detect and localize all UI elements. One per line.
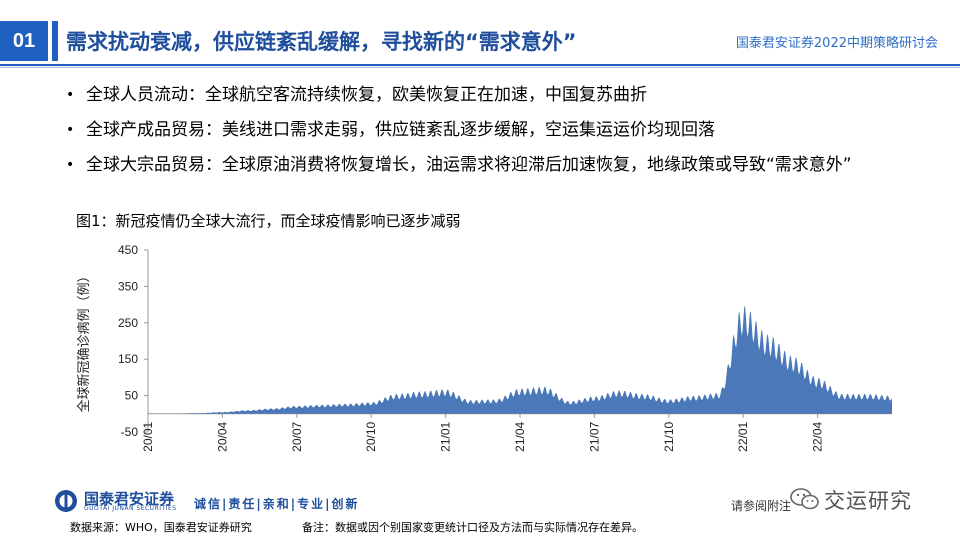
data-point — [842, 393, 843, 394]
x-tick-label: 21/10 — [662, 421, 676, 451]
data-point — [495, 399, 496, 400]
x-tick-label: 22/04 — [811, 421, 825, 451]
data-point — [197, 412, 198, 413]
bullet-list: • 全球人员流动：全球航空客流持续恢复，欧美恢复正在加速，中国复苏曲折 • 全球产成… — [66, 78, 852, 183]
bullet-icon: • — [66, 122, 75, 138]
data-point — [643, 393, 644, 394]
data-point — [718, 392, 719, 393]
data-point — [420, 391, 421, 392]
figure-title: 图1：新冠疫情仍全球大流行，而全球疫情影响已逐步减弱 — [76, 212, 461, 230]
data-point — [346, 403, 347, 404]
data-point — [767, 333, 768, 334]
x-tick-label: 21/07 — [587, 421, 601, 451]
data-point — [321, 404, 322, 405]
x-tick-label: 21/01 — [439, 421, 453, 451]
cases-area-series — [148, 306, 892, 414]
x-tick-label: 22/01 — [736, 421, 750, 451]
company-slogan: 诚信|责任|亲和|专业|创新 — [194, 497, 360, 511]
y-tick-label: 150 — [118, 352, 138, 366]
data-point — [445, 388, 446, 389]
section-number: 01 — [0, 21, 48, 61]
company-name: 国泰君安证券 — [84, 490, 175, 508]
data-source: 数据来源：WHO，国泰君安证券研究 — [70, 521, 252, 534]
data-point — [271, 408, 272, 409]
data-point — [569, 400, 570, 401]
data-point — [172, 413, 173, 414]
y-tick-label: -50 — [121, 425, 139, 439]
data-point — [147, 413, 148, 414]
page-title: 需求扰动衰减，供应链紊乱缓解，寻找新的“需求意外” — [66, 30, 577, 54]
y-tick-label: 50 — [125, 389, 139, 403]
bullet-item: • 全球人员流动：全球航空客流持续恢复，欧美恢复正在加速，中国复苏曲折 — [66, 78, 852, 113]
data-point — [619, 390, 620, 391]
data-point — [693, 395, 694, 396]
bullet-icon: • — [66, 87, 75, 103]
header-divider — [0, 64, 960, 66]
y-tick-label: 450 — [118, 243, 138, 257]
data-point — [222, 411, 223, 412]
data-point — [743, 304, 744, 305]
bullet-text: 全球人员流动：全球航空客流持续恢复，欧美恢复正在加速，中国复苏曲折 — [86, 85, 647, 105]
bullet-item: • 全球大宗品贸易：全球原油消费将恢复增长，油运需求将迎滞后加速恢复，地缘政策或导… — [66, 148, 852, 183]
company-logo-icon — [55, 490, 77, 512]
data-point — [470, 399, 471, 400]
bullet-text: 全球产成品贸易：美线进口需求走弱，供应链紊乱逐步缓解，空运集运运价均现回落 — [86, 120, 715, 140]
data-point — [296, 405, 297, 406]
wechat-watermark: 交运研究 — [790, 483, 940, 519]
x-tick-label: 20/10 — [364, 421, 378, 451]
wechat-icon — [790, 488, 819, 510]
data-point — [817, 377, 818, 378]
data-point — [792, 355, 793, 356]
data-point — [891, 395, 892, 396]
y-axis-title: 全球新冠确诊病例（例） — [76, 269, 92, 412]
covid-cases-chart: 450 350 250 150 50 -50 全球新冠确诊病例（例） 20/01 20/04 20… — [76, 243, 892, 452]
x-tick-label: 21/04 — [513, 421, 527, 451]
header: 01 需求扰动衰减，供应链紊乱缓解，寻找新的“需求意外” 国泰君安证券2022中… — [0, 0, 960, 80]
section-bar — [52, 21, 58, 61]
y-tick-label: 350 — [118, 279, 138, 293]
bullet-text: 全球大宗品贸易：全球原油消费将恢复增长，油运需求将迎滞后加速恢复，地缘政策或导致… — [86, 155, 852, 175]
bullet-item: • 全球产成品贸易：美线进口需求走弱，供应链紊乱逐步缓解，空运集运运价均现回落 — [66, 113, 852, 148]
data-note: 备注：数据或因个别国家变更统计口径及方法而与实际情况存在差异。 — [302, 521, 643, 534]
data-point — [519, 388, 520, 389]
x-tick-label: 20/01 — [141, 421, 155, 451]
data-point — [371, 402, 372, 403]
y-tick-label: 250 — [118, 316, 138, 330]
header-divider-thin — [0, 67, 960, 68]
data-point — [867, 393, 868, 394]
watermark-text: 交运研究 — [824, 489, 912, 513]
company-name-en: GUOTAI JUNAN SECURITIES — [84, 505, 177, 512]
bullet-icon: • — [66, 157, 75, 173]
data-point — [594, 396, 595, 397]
x-tick-label: 20/07 — [290, 421, 304, 451]
x-tick-label: 20/04 — [215, 421, 229, 451]
organization-label: 国泰君安证券2022中期策略研讨会 — [735, 36, 938, 51]
data-point — [544, 386, 545, 387]
disclaimer-note: 请参阅附注 — [731, 499, 792, 513]
data-point — [668, 399, 669, 400]
data-point — [395, 393, 396, 394]
data-point — [247, 410, 248, 411]
